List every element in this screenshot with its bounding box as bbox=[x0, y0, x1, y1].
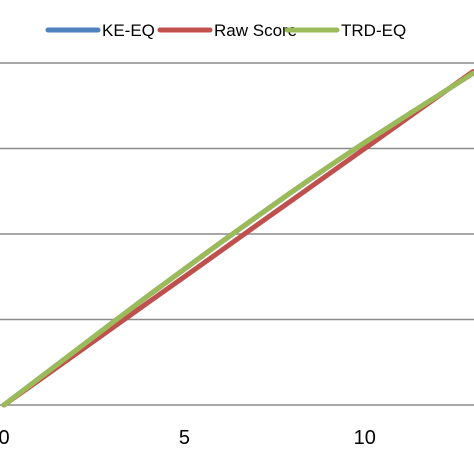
gridlines bbox=[0, 62, 474, 406]
x-tick-label: 5 bbox=[179, 427, 190, 449]
series-lines bbox=[1, 69, 474, 408]
x-axis-tick-labels: 0 5 10 bbox=[0, 427, 376, 449]
legend-label: KE-EQ bbox=[102, 21, 155, 40]
x-tick-label: 10 bbox=[354, 427, 376, 449]
series-line-raw-score bbox=[1, 69, 474, 408]
x-tick-label: 0 bbox=[0, 427, 10, 449]
legend: KE-EQ Raw Score TRD-EQ bbox=[45, 21, 406, 40]
legend-label: Raw Score bbox=[214, 21, 297, 40]
series-line-trd-eq bbox=[1, 70, 474, 408]
legend-label: TRD-EQ bbox=[341, 21, 406, 40]
